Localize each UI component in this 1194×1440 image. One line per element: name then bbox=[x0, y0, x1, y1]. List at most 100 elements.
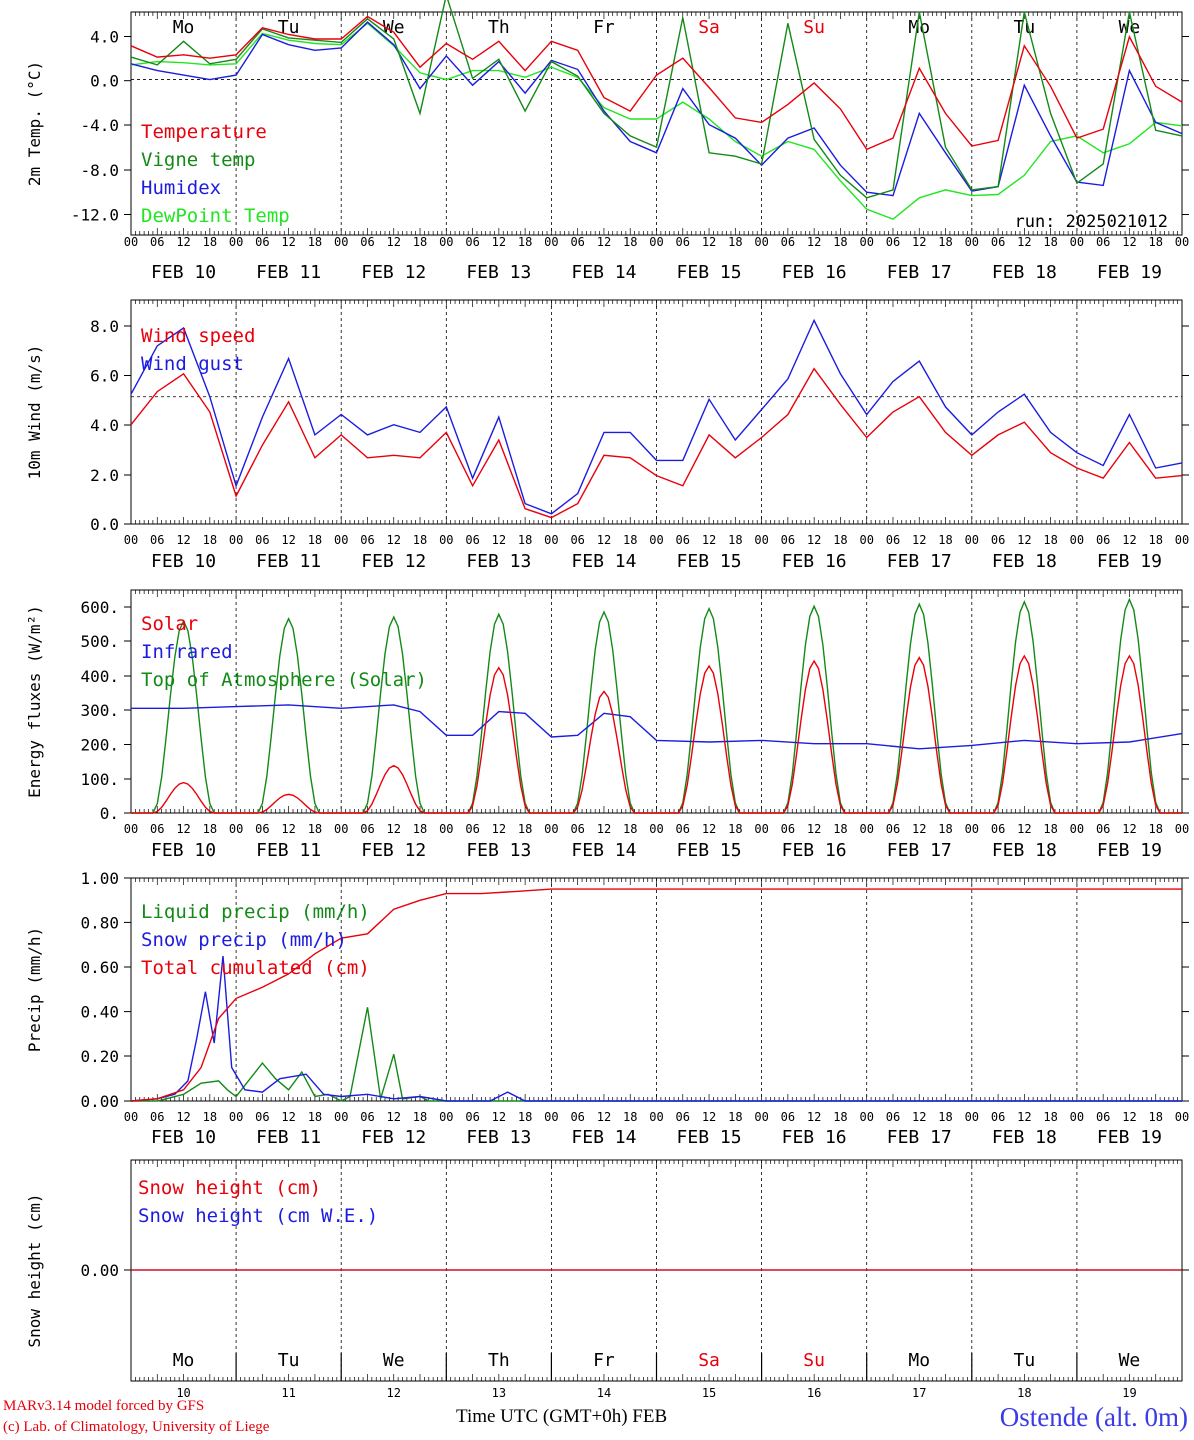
weekday-label: Su bbox=[803, 1350, 825, 1371]
hour-label: 00 bbox=[439, 235, 453, 249]
y-axis-label: Snow height (cm) bbox=[25, 1193, 44, 1347]
series-line-solar bbox=[131, 654, 1182, 814]
hour-label: 06 bbox=[781, 533, 795, 547]
hour-label: 18 bbox=[413, 235, 427, 249]
day-label: FEB 12 bbox=[361, 262, 426, 283]
legend-entry: Snow precip (mm/h) bbox=[141, 929, 347, 951]
panel-5: 0.00 Snow height (cm) Mo Tu We Th Fr Sa Su Mo Tu We… bbox=[25, 1159, 1189, 1400]
y-tick-label: 6.0 bbox=[90, 367, 119, 386]
plot-frame bbox=[130, 299, 1183, 525]
hour-label: 18 bbox=[1043, 822, 1057, 836]
hour-label: 00 bbox=[754, 822, 768, 836]
legend-entry: Vigne temp bbox=[141, 149, 255, 171]
hour-label: 12 bbox=[1017, 235, 1031, 249]
hour-label: 00 bbox=[859, 1110, 873, 1124]
hour-label: 06 bbox=[360, 235, 374, 249]
hour-label: 00 bbox=[1070, 235, 1084, 249]
station-name: Ostende (alt. 0m) bbox=[999, 1402, 1188, 1432]
hour-label: 12 bbox=[1017, 822, 1031, 836]
hour-label: 00 bbox=[124, 533, 138, 547]
y-tick-label: 500. bbox=[80, 632, 119, 651]
day-label: FEB 11 bbox=[256, 262, 321, 283]
hour-label: 12 bbox=[176, 235, 190, 249]
y-tick-label: 0.0 bbox=[90, 515, 119, 534]
weekday-label: Tu bbox=[278, 1350, 300, 1371]
hour-label: 00 bbox=[334, 1110, 348, 1124]
day-label: FEB 16 bbox=[782, 551, 847, 572]
y-axis-label: 2m Temp. (°C) bbox=[25, 61, 44, 186]
legend-entry: Total cumulated (cm) bbox=[141, 957, 370, 979]
hour-label: 06 bbox=[150, 822, 164, 836]
hour-label: 18 bbox=[308, 533, 322, 547]
day-label: FEB 17 bbox=[887, 1127, 952, 1148]
weekday-label: We bbox=[1119, 1350, 1141, 1371]
hour-label: 18 bbox=[1148, 1110, 1162, 1124]
day-label: FEB 14 bbox=[571, 840, 636, 861]
panel-3: 600. 500. 400. 300. 200. 100. 0. Energy fluxes … bbox=[25, 589, 1189, 861]
hour-label: 00 bbox=[754, 235, 768, 249]
time-axis-title: Time UTC (GMT+0h) FEB bbox=[456, 1406, 667, 1428]
hour-label: 06 bbox=[255, 1110, 269, 1124]
y-tick-label: 100. bbox=[80, 770, 119, 789]
weekday-label: Mo bbox=[908, 17, 930, 38]
day-label: FEB 14 bbox=[571, 551, 636, 572]
hour-label: 12 bbox=[281, 1110, 295, 1124]
hour-label: 12 bbox=[702, 235, 716, 249]
y-tick-label: 0.20 bbox=[80, 1047, 119, 1066]
hour-label: 06 bbox=[465, 533, 479, 547]
day-label: FEB 18 bbox=[992, 551, 1057, 572]
weekday-label: Tu bbox=[1014, 1350, 1036, 1371]
day-label: FEB 10 bbox=[151, 551, 216, 572]
hour-label: 00 bbox=[544, 235, 558, 249]
hour-label: 00 bbox=[859, 235, 873, 249]
day-label: FEB 17 bbox=[887, 551, 952, 572]
weekday-label: We bbox=[383, 17, 405, 38]
hour-label: 18 bbox=[1148, 533, 1162, 547]
hour-label: 06 bbox=[570, 1110, 584, 1124]
weekday-label: Su bbox=[803, 17, 825, 38]
y-tick-label: 400. bbox=[80, 667, 119, 686]
hour-label: 12 bbox=[387, 235, 401, 249]
hour-label: 12 bbox=[807, 822, 821, 836]
hour-label: 00 bbox=[124, 822, 138, 836]
panel-4: 1.00 0.80 0.60 0.40 0.20 0.00 Precip (mm/h) 00 0… bbox=[25, 869, 1189, 1148]
hour-label: 18 bbox=[413, 533, 427, 547]
hour-label: 12 bbox=[281, 822, 295, 836]
hour-label: 00 bbox=[1070, 533, 1084, 547]
hour-label: 00 bbox=[965, 533, 979, 547]
day-number-label: 13 bbox=[492, 1386, 506, 1400]
day-label: FEB 10 bbox=[151, 262, 216, 283]
hour-label: 12 bbox=[702, 822, 716, 836]
hour-label: 12 bbox=[492, 1110, 506, 1124]
hour-label: 06 bbox=[465, 235, 479, 249]
legend-entry: Snow height (cm W.E.) bbox=[138, 1205, 378, 1227]
day-label: FEB 14 bbox=[571, 1127, 636, 1148]
y-tick-label: -12.0 bbox=[71, 206, 119, 225]
hour-label: 12 bbox=[807, 235, 821, 249]
day-label: FEB 10 bbox=[151, 1127, 216, 1148]
model-credit: MARv3.14 model forced by GFS bbox=[3, 1398, 205, 1414]
hour-label: 18 bbox=[413, 1110, 427, 1124]
hour-label: 06 bbox=[676, 235, 690, 249]
hour-label: 18 bbox=[203, 235, 217, 249]
hour-label: 12 bbox=[1122, 822, 1136, 836]
plot-frame bbox=[130, 589, 1183, 814]
hour-label: 12 bbox=[1122, 1110, 1136, 1124]
y-tick-label: 2.0 bbox=[90, 466, 119, 485]
hour-label: 06 bbox=[781, 235, 795, 249]
legend-entry: Temperature bbox=[141, 121, 267, 143]
day-number-label: 15 bbox=[702, 1386, 716, 1400]
hour-label: 12 bbox=[176, 1110, 190, 1124]
hour-label: 00 bbox=[124, 1110, 138, 1124]
hour-label: 06 bbox=[886, 822, 900, 836]
weekday-label: Th bbox=[488, 17, 510, 38]
hour-label: 06 bbox=[465, 1110, 479, 1124]
y-axis-label: Precip (mm/h) bbox=[25, 927, 44, 1052]
day-label: FEB 18 bbox=[992, 1127, 1057, 1148]
hour-label: 06 bbox=[1096, 1110, 1110, 1124]
hour-label: 00 bbox=[649, 822, 663, 836]
hour-label: 06 bbox=[255, 235, 269, 249]
y-axis-label: Energy fluxes (W/m²) bbox=[25, 605, 44, 798]
series-line-infrared bbox=[131, 704, 1183, 750]
series-line-0 bbox=[130, 15, 1183, 151]
